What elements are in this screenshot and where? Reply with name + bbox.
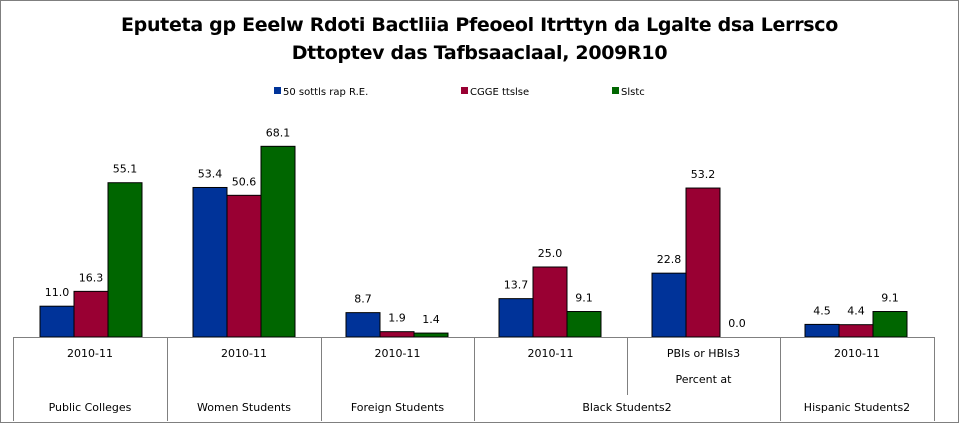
legend-swatch <box>274 87 281 94</box>
x-category-label-merged: Black Students2 <box>582 401 671 414</box>
data-label: 0.0 <box>728 317 746 330</box>
legend-label: CGGE ttslse <box>470 87 529 98</box>
bar <box>685 187 721 338</box>
x-tick-label: 2010-11 <box>221 347 267 360</box>
x-category-label: Foreign Students <box>351 401 445 414</box>
data-label: 68.1 <box>266 126 291 139</box>
x-tick-label: 2010-11 <box>528 347 574 360</box>
bar <box>838 324 874 338</box>
bar <box>192 186 228 338</box>
bar <box>651 272 687 338</box>
bar <box>226 194 262 338</box>
bar <box>413 332 449 338</box>
data-label: 53.2 <box>691 168 716 181</box>
legend-swatch <box>461 87 468 94</box>
data-label: 25.0 <box>538 247 563 260</box>
data-label: 16.3 <box>79 271 104 284</box>
bar <box>260 145 296 338</box>
data-label: 4.5 <box>813 304 831 317</box>
x-category-label: Women Students <box>197 401 291 414</box>
data-label: 4.4 <box>847 305 865 318</box>
bar <box>498 298 534 338</box>
bar <box>345 312 381 338</box>
bar <box>73 290 109 338</box>
data-label: 8.7 <box>354 293 372 306</box>
data-label: 1.4 <box>422 313 440 326</box>
x-tick-label: 2010-11 <box>67 347 113 360</box>
data-label: 13.7 <box>504 279 529 292</box>
x-tick-label: 2010-11 <box>375 347 421 360</box>
data-label: 50.6 <box>232 175 257 188</box>
bar <box>872 311 908 338</box>
legend-label: Slstc <box>621 87 645 98</box>
x-tick-label: PBIs or HBIs3 <box>667 347 740 360</box>
data-label: 9.1 <box>575 292 593 305</box>
bar <box>379 331 415 338</box>
x-category-label: Public Colleges <box>49 401 132 414</box>
data-label: 53.4 <box>198 167 223 180</box>
legend-swatch <box>612 87 619 94</box>
bar <box>532 266 568 338</box>
bar <box>804 323 840 338</box>
bar <box>566 311 602 338</box>
chart-subtitle: Dttoptev das Tafbsaaclaal, 2009R10 <box>291 42 668 64</box>
data-label: 1.9 <box>388 312 406 325</box>
bar <box>39 305 75 338</box>
bar <box>107 182 143 338</box>
data-label: 11.0 <box>45 286 70 299</box>
x-tick-label: 2010-11 <box>834 347 880 360</box>
data-label: 22.8 <box>657 253 682 266</box>
legend-label: 50 sottls rap R.E. <box>283 87 368 98</box>
chart-title: Eputeta gp Eeelw Rdoti Bactliia Pfeoeol … <box>120 14 839 36</box>
data-label: 55.1 <box>113 163 138 176</box>
data-label: 9.1 <box>881 292 899 305</box>
x-category-label: Percent at <box>676 373 733 386</box>
x-category-label: Hispanic Students2 <box>804 401 910 414</box>
